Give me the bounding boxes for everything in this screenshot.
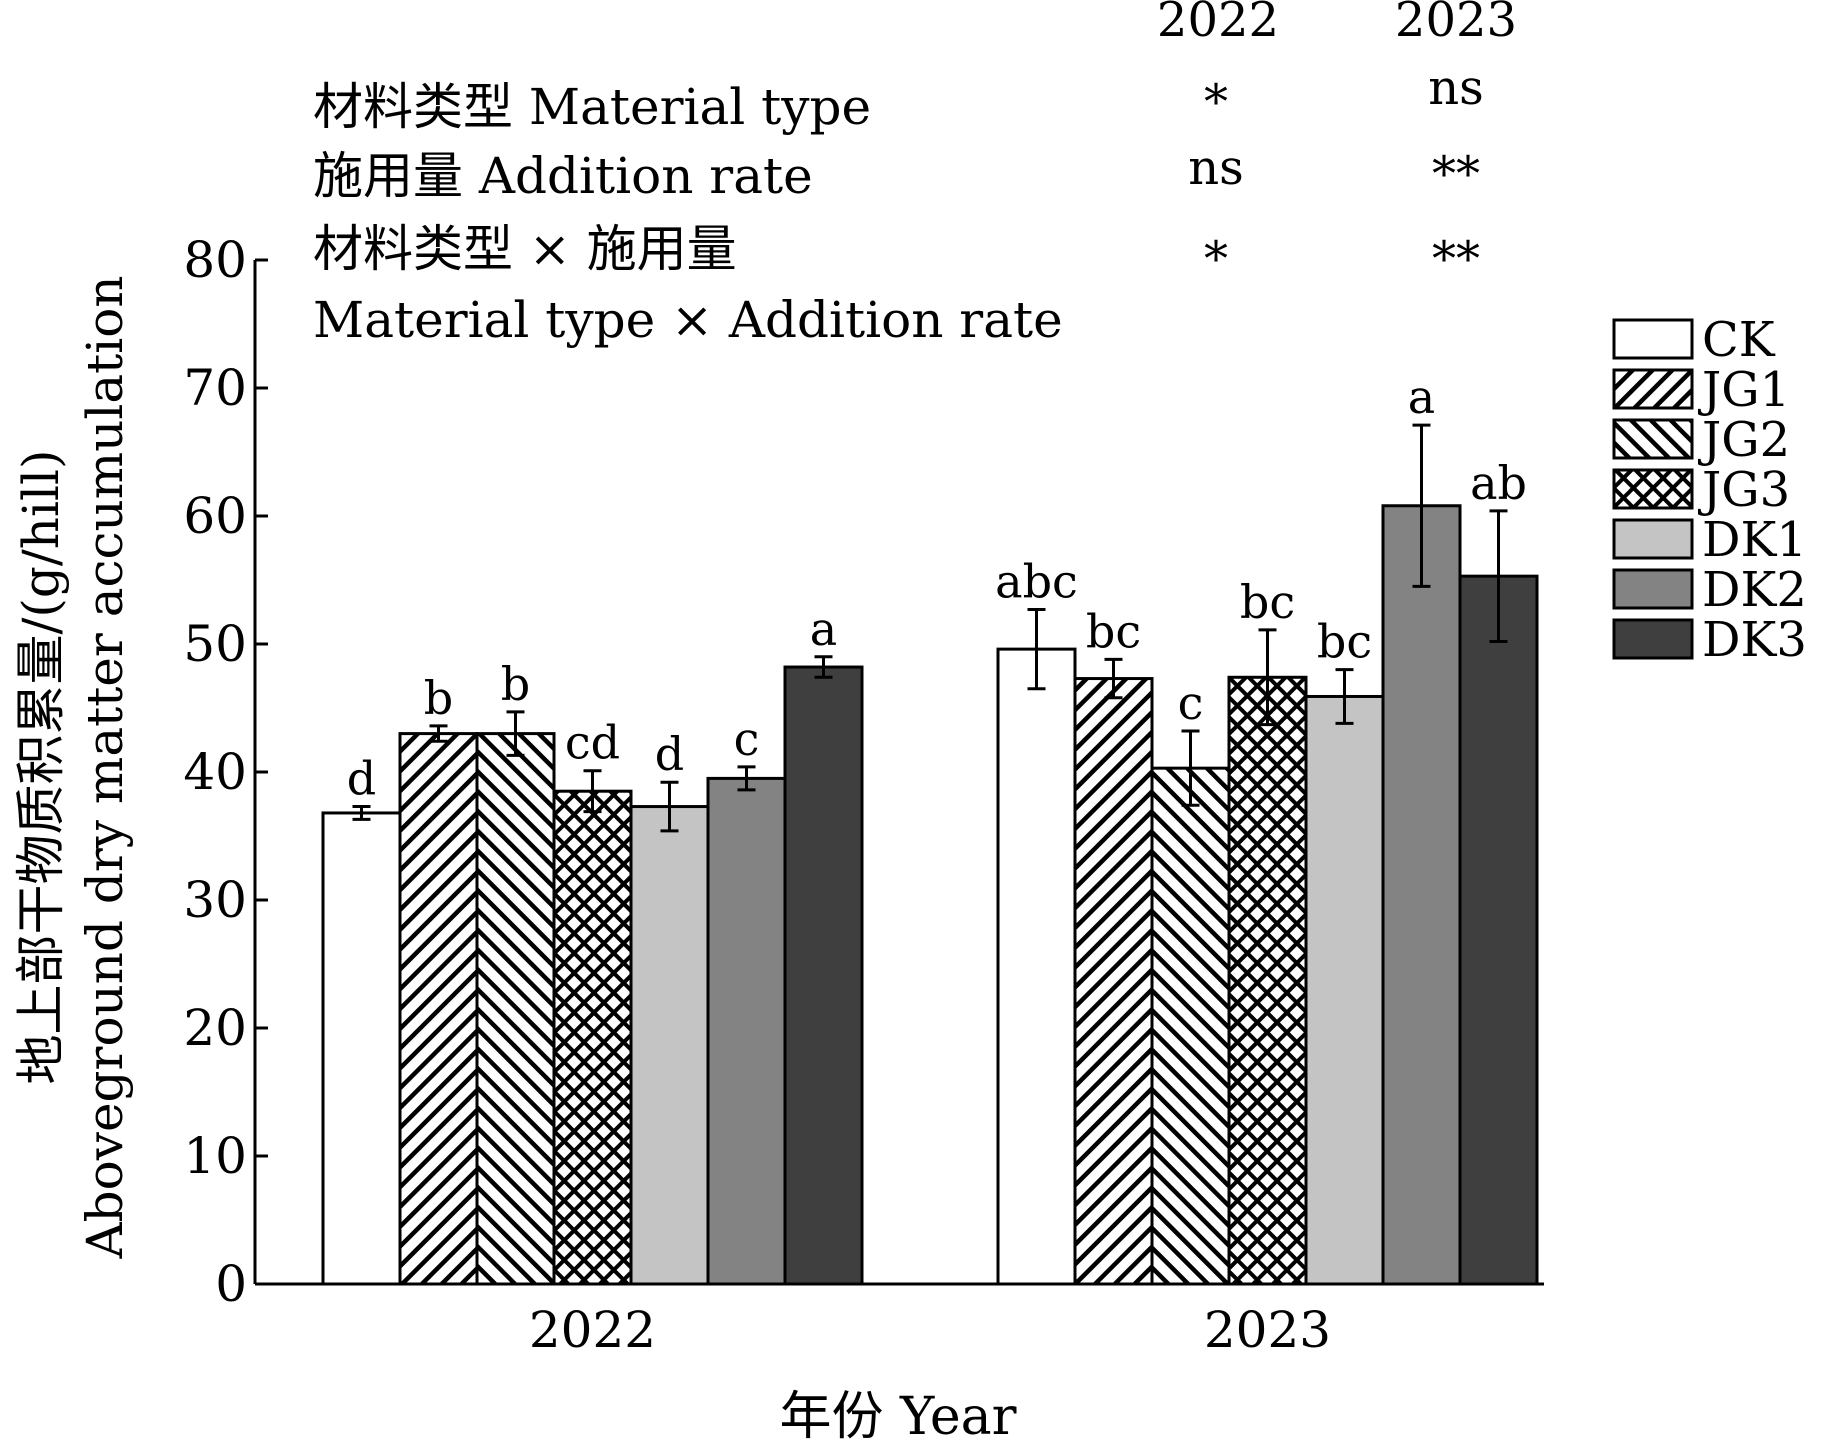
sig-letter-2022-jg1: b [424, 671, 453, 725]
y-axis-title-cn: 地上部干物质积累量/(g/hill) [12, 450, 70, 1085]
bar-2022-ck [321, 811, 402, 1286]
legend-item-jg1: JG1 [1612, 362, 1790, 418]
x-tick-label-2022: 2022 [529, 1301, 656, 1359]
legend-swatch-dk1 [1612, 518, 1694, 560]
sig-letter-2023-dk1: bc [1317, 615, 1372, 669]
bar-2023-dk1 [1304, 694, 1385, 1286]
bar-2023-dk2 [1381, 504, 1462, 1286]
sig-letter-2022-ck: d [347, 752, 376, 806]
anova-label-addition-rate: 施用量 Addition rate [313, 147, 813, 205]
error-bar-2023-ck [1027, 607, 1046, 691]
error-bar-2022-dk3 [814, 655, 833, 679]
sig-letter-2023-jg2: c [1178, 676, 1204, 730]
x-axis: 2022 2023 [255, 1282, 1544, 1359]
sig-letter-2022-dk2: c [734, 712, 760, 766]
sig-letter-2022-jg2: b [501, 657, 530, 711]
legend-item-dk2: DK2 [1612, 562, 1807, 618]
y-tick-label-20: 20 [183, 999, 247, 1057]
legend-item-dk1: DK1 [1612, 512, 1807, 568]
legend-label-dk3: DK3 [1702, 612, 1807, 668]
bar-2023-jg2 [1150, 766, 1231, 1286]
error-bar-2023-dk3 [1489, 509, 1508, 643]
sig-letter-2023-dk2: a [1408, 370, 1435, 424]
anova-2022-material-type: * [1204, 74, 1228, 130]
bar-2022-dk1 [629, 805, 710, 1286]
y-tick-label-40: 40 [183, 743, 247, 801]
y-tick-label-50: 50 [183, 615, 247, 673]
bar-2022-dk2 [706, 776, 787, 1286]
error-bar-2022-jg3 [583, 769, 602, 814]
anova-year-2022: 2022 [1157, 0, 1279, 48]
legend-swatch-dk3 [1612, 618, 1694, 660]
legend-label-dk2: DK2 [1702, 562, 1807, 618]
sig-letter-2023-ck: abc [995, 554, 1078, 608]
anova-2022-interaction: * [1204, 231, 1228, 287]
y-axis-title-en: Aboveground dry matter accumulation [76, 275, 134, 1259]
y-tick-label-60: 60 [183, 487, 247, 545]
anova-2022-addition-rate: ns [1188, 140, 1244, 196]
anova-year-2023: 2023 [1395, 0, 1517, 48]
error-bar-2023-dk1 [1335, 668, 1354, 725]
y-tick-label-0: 0 [215, 1255, 247, 1313]
legend-label-jg3: JG3 [1697, 462, 1790, 518]
sig-letter-2022-dk1: d [655, 727, 684, 781]
bar-2022-jg3 [552, 789, 633, 1286]
y-tick-label-70: 70 [183, 359, 247, 417]
legend-swatch-ck [1612, 318, 1694, 360]
y-tick-label-10: 10 [183, 1127, 247, 1185]
legend-label-ck: CK [1702, 312, 1776, 368]
legend-item-jg3: JG3 [1612, 462, 1790, 518]
error-bar-2023-dk2 [1412, 423, 1431, 588]
bar-2023-dk3 [1458, 574, 1539, 1286]
legend-item-ck: CK [1612, 312, 1776, 368]
error-bar-2022-dk1 [660, 780, 679, 833]
sig-letter-2022-jg3: cd [565, 716, 620, 770]
x-tick-label-2023: 2023 [1204, 1301, 1331, 1359]
legend-item-dk3: DK3 [1612, 612, 1807, 668]
sig-letter-2023-dk3: ab [1470, 456, 1527, 510]
error-bar-2022-jg2 [506, 710, 525, 757]
bar-2022-dk3 [783, 665, 864, 1286]
legend-label-dk1: DK1 [1702, 512, 1807, 568]
legend-item-jg2: JG2 [1612, 412, 1790, 468]
y-tick-label-80: 80 [183, 231, 247, 289]
legend-label-jg1: JG1 [1697, 362, 1790, 418]
sig-letter-2022-dk3: a [810, 602, 837, 656]
legend-swatch-jg2 [1612, 418, 1694, 460]
bar-2022-jg2 [475, 732, 556, 1286]
bar-2022-jg1 [398, 732, 479, 1286]
legend-swatch-dk2 [1612, 568, 1694, 610]
error-bar-2023-jg2 [1181, 729, 1200, 807]
anova-2023-material-type: ns [1428, 60, 1484, 116]
anova-label-interaction-en: Material type × Addition rate [313, 291, 1063, 349]
anova-2023-addition-rate: ** [1432, 146, 1480, 202]
error-bar-2022-jg1 [429, 724, 448, 743]
anova-label-material-type: 材料类型 Material type [313, 78, 871, 136]
anova-2023-interaction: ** [1432, 231, 1480, 287]
bar-2023-jg1 [1073, 677, 1154, 1286]
sig-letter-2023-jg3: bc [1240, 575, 1295, 629]
bar-2023-ck [996, 647, 1077, 1286]
x-axis-title: 年份 Year [780, 1387, 1017, 1445]
bar-2023-jg3 [1227, 675, 1308, 1286]
error-bar-2022-ck [352, 805, 371, 821]
legend-label-jg2: JG2 [1697, 412, 1790, 468]
anova-table: 2022 2023 材料类型 Material type * ns 施用量 Ad… [313, 0, 1517, 349]
y-axis: 0 10 20 30 40 50 60 70 80 [183, 231, 268, 1313]
legend-swatch-jg3 [1612, 468, 1694, 510]
error-bar-2023-jg3 [1258, 628, 1277, 727]
sig-letter-2023-jg1: bc [1086, 604, 1141, 658]
y-tick-label-30: 30 [183, 871, 247, 929]
anova-label-interaction: 材料类型 × 施用量 [313, 220, 737, 278]
error-bar-2022-dk2 [737, 765, 756, 792]
error-bar-2023-jg1 [1104, 657, 1123, 700]
legend-swatch-jg1 [1612, 368, 1694, 410]
